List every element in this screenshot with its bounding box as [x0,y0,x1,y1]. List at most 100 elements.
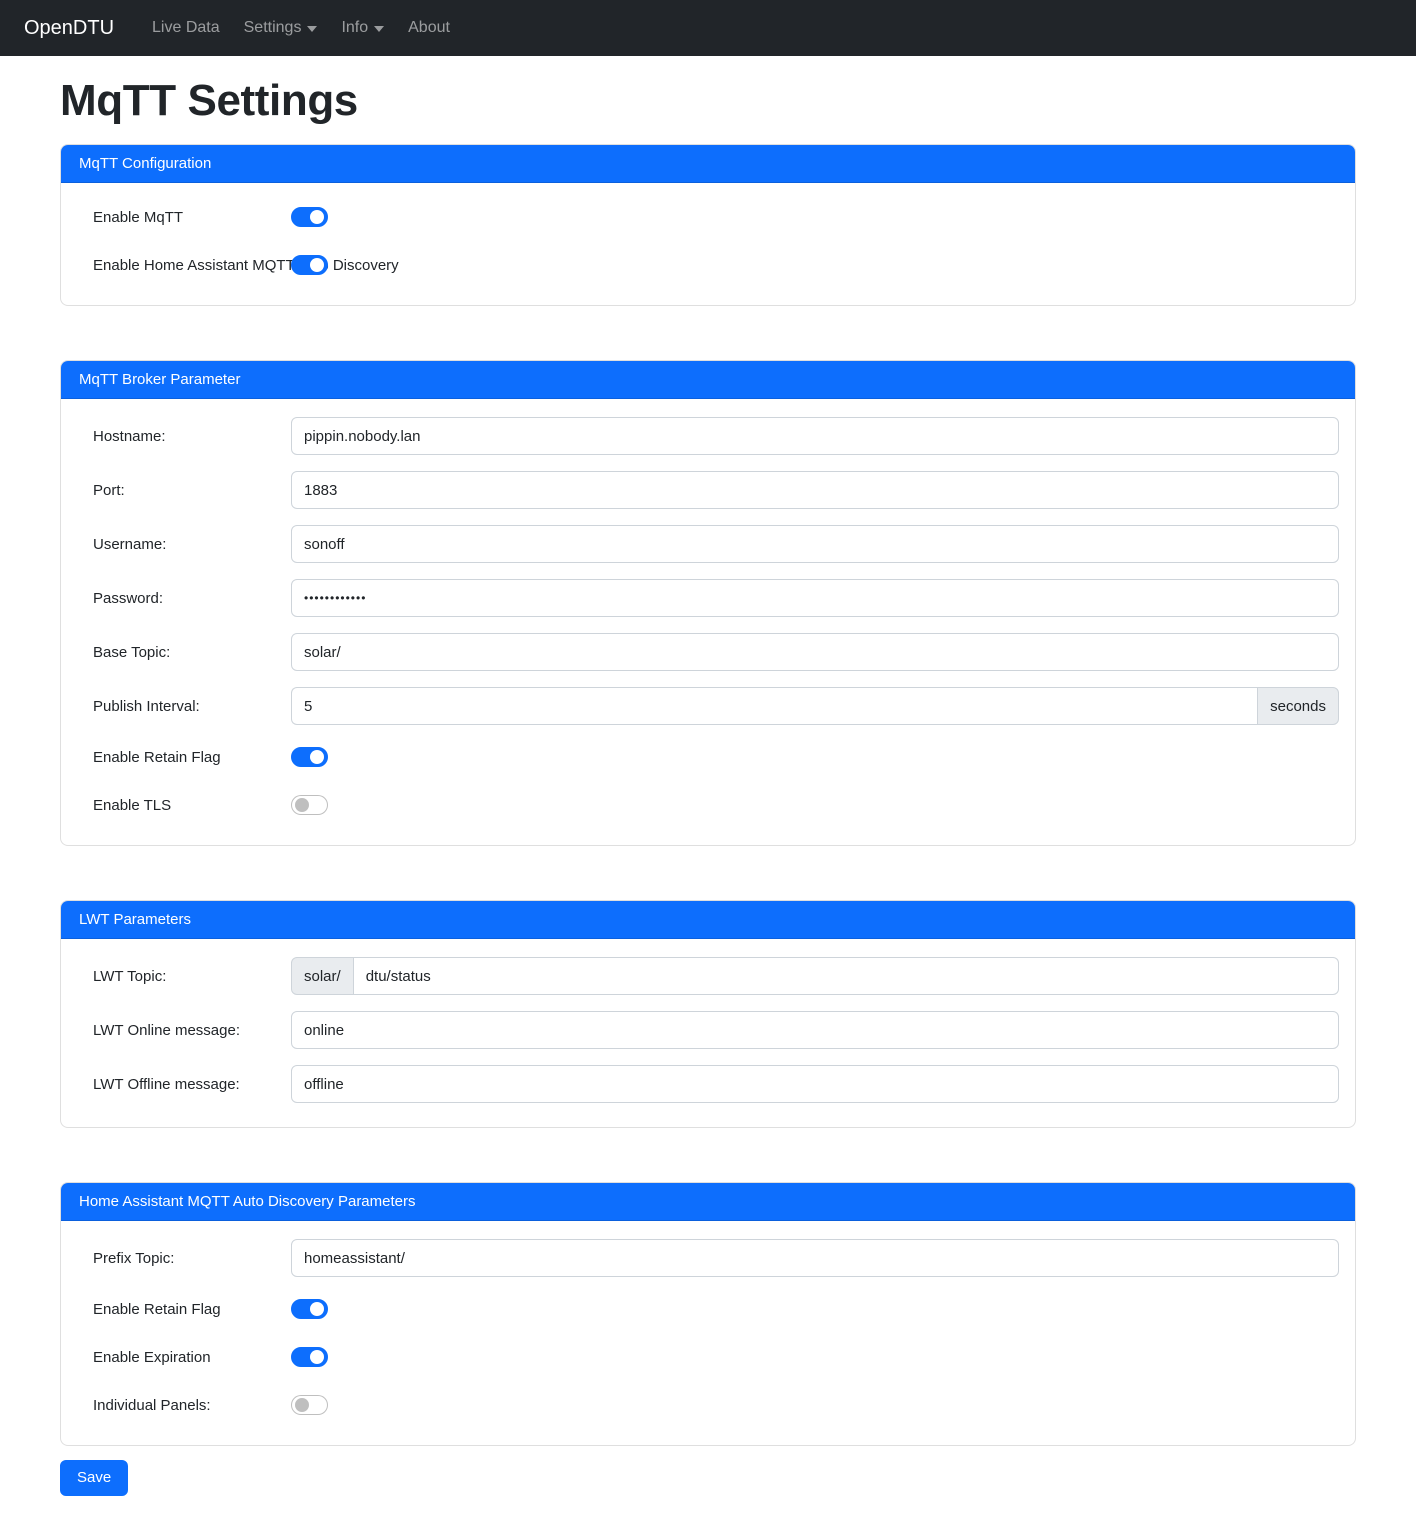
control-lwt-offline-message [291,1065,1339,1103]
prefix-topic-input[interactable] [291,1239,1339,1277]
label-hostname: Hostname: [93,427,166,445]
label-port: Port: [93,481,125,499]
publish-interval-unit: seconds [1257,687,1339,725]
label-lwt-online-message: LWT Online message: [93,1021,241,1039]
card-header-mqtt-broker-parameter: MqTT Broker Parameter [61,361,1355,399]
toggle-enable-mqtt[interactable] [291,207,328,227]
control-prefix-topic [291,1239,1339,1277]
base-topic-input[interactable] [291,633,1339,671]
save-button[interactable]: Save [60,1460,129,1496]
control-port [291,471,1339,509]
label-lwt-topic: LWT Topic: [93,967,167,985]
row-enable-mqtt: Enable MqTT [77,201,1339,233]
card-body-lwt-parameters: LWT Topic: solar/ LWT Online message: LW… [61,939,1355,1127]
label-password: Password: [93,589,164,607]
control-enable-tls [77,795,1339,815]
label-base-topic: Base Topic: [93,643,171,661]
control-hostname [291,417,1339,455]
label-enable-mqtt: Enable MqTT [93,208,184,226]
control-enable-ha-auto-discovery [291,255,1339,275]
publish-interval-group: seconds [291,687,1339,725]
control-base-topic [291,633,1339,671]
label-individual-panels: Individual Panels: [93,1396,211,1414]
row-password: Password: [77,579,1339,617]
toggle-enable-tls[interactable] [291,795,328,815]
control-enable-mqtt [291,207,1339,227]
nav-item-live-data[interactable]: Live Data [140,11,232,45]
toggle-ha-enable-expiration[interactable] [291,1347,328,1367]
card-lwt-parameters: LWT Parameters LWT Topic: solar/ LWT Onl… [60,900,1356,1128]
control-publish-interval: seconds [291,687,1339,725]
navbar-items: Live Data Settings Info About [140,11,462,45]
toggle-enable-ha-auto-discovery[interactable] [291,255,328,275]
toggle-knob [295,1398,309,1412]
port-input[interactable] [291,471,1339,509]
toggle-knob [310,750,324,764]
row-enable-tls: Enable TLS [77,789,1339,821]
label-enable-retain-flag-broker: Enable Retain Flag [93,748,221,766]
card-body-mqtt-broker-parameter: Hostname: Port: Username: Password: [61,399,1355,845]
label-ha-enable-retain-flag: Enable Retain Flag [93,1300,221,1318]
save-button-wrapper: Save [60,1460,1356,1496]
nav-item-label: Info [341,19,369,36]
control-individual-panels [77,1395,1339,1415]
row-hostname: Hostname: [77,417,1339,455]
row-ha-enable-expiration: Enable Expiration [77,1341,1339,1373]
nav-item-label: About [408,19,450,36]
brand-logo[interactable]: OpenDTU [24,17,115,39]
lwt-topic-input[interactable] [353,957,1339,995]
toggle-track [291,1395,328,1415]
nav-item-settings[interactable]: Settings [232,11,330,45]
control-lwt-online-message [291,1011,1339,1049]
label-username: Username: [93,535,167,553]
toggle-enable-retain-flag-broker[interactable] [291,747,328,767]
card-header-lwt-parameters: LWT Parameters [61,901,1355,939]
label-ha-enable-expiration: Enable Expiration [93,1348,211,1366]
card-header-home-assistant-parameters: Home Assistant MQTT Auto Discovery Param… [61,1183,1355,1221]
toggle-knob [310,258,324,272]
label-lwt-offline-message: LWT Offline message: [93,1075,240,1093]
row-port: Port: [77,471,1339,509]
control-enable-retain-flag-broker [77,747,1339,767]
row-enable-ha-auto-discovery: Enable Home Assistant MQTT Auto Discover… [77,249,1339,281]
row-individual-panels: Individual Panels: [77,1389,1339,1421]
lwt-topic-prefix: solar/ [291,957,354,995]
username-input[interactable] [291,525,1339,563]
toggle-individual-panels[interactable] [291,1395,328,1415]
nav-item-label: Live Data [152,19,220,36]
toggle-knob [310,1302,324,1316]
label-enable-tls: Enable TLS [93,796,172,814]
card-mqtt-configuration: MqTT Configuration Enable MqTT Enable Ho… [60,144,1356,306]
nav-item-info[interactable]: Info [329,11,396,45]
row-prefix-topic: Prefix Topic: [77,1239,1339,1277]
card-home-assistant-parameters: Home Assistant MQTT Auto Discovery Param… [60,1182,1356,1446]
nav-item-about[interactable]: About [396,11,462,45]
chevron-down-icon [307,26,318,32]
nav-item-label: Settings [243,19,302,36]
label-publish-interval: Publish Interval: [93,697,200,715]
lwt-topic-group: solar/ [291,957,1339,995]
row-publish-interval: Publish Interval: seconds [77,687,1339,725]
row-lwt-online-message: LWT Online message: [77,1011,1339,1049]
top-navbar: OpenDTU Live Data Settings Info About [0,0,1416,56]
password-input[interactable] [291,579,1339,617]
lwt-online-message-input[interactable] [291,1011,1339,1049]
row-enable-retain-flag-broker: Enable Retain Flag [77,741,1339,773]
control-ha-enable-expiration [77,1347,1339,1367]
row-base-topic: Base Topic: [77,633,1339,671]
label-prefix-topic: Prefix Topic: [93,1249,175,1267]
toggle-knob [310,210,324,224]
publish-interval-input[interactable] [291,687,1258,725]
row-ha-enable-retain-flag: Enable Retain Flag [77,1293,1339,1325]
card-body-mqtt-configuration: Enable MqTT Enable Home Assistant MQTT A… [61,183,1355,305]
card-header-mqtt-configuration: MqTT Configuration [61,145,1355,183]
hostname-input[interactable] [291,417,1339,455]
control-ha-enable-retain-flag [77,1299,1339,1319]
toggle-knob [295,798,309,812]
lwt-offline-message-input[interactable] [291,1065,1339,1103]
control-password [291,579,1339,617]
control-username [291,525,1339,563]
row-lwt-offline-message: LWT Offline message: [77,1065,1339,1103]
row-username: Username: [77,525,1339,563]
toggle-ha-enable-retain-flag[interactable] [291,1299,328,1319]
